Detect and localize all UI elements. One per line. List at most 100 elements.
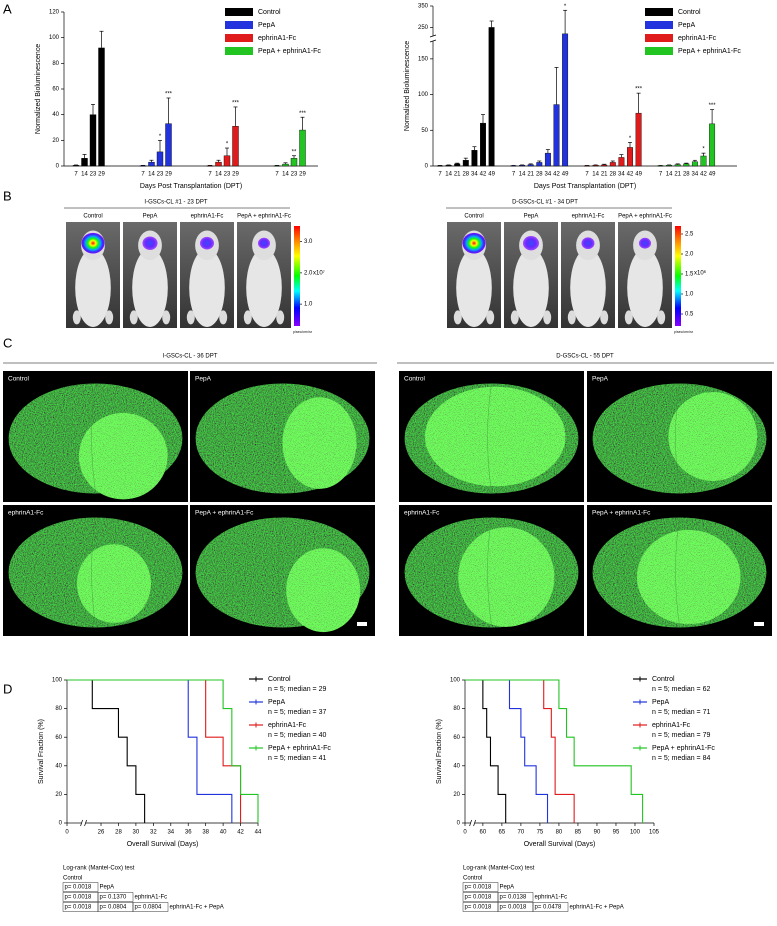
x-tick-label: 38 <box>202 830 209 836</box>
colorbar-tick-label: 2.0 <box>685 252 694 258</box>
mouse-leg <box>276 310 285 325</box>
y-tick-label: 60 <box>453 735 460 741</box>
x-tick-label: 7 <box>438 172 442 178</box>
significance: * <box>564 4 567 10</box>
legend-label: PepA + ephrinA1-Fc <box>678 48 741 55</box>
legend-label: PepA <box>678 22 695 29</box>
x-tick-label: 36 <box>185 830 192 836</box>
survival-curve <box>465 679 575 823</box>
colorbar-multiplier: x10⁷ <box>313 270 325 277</box>
bar <box>89 114 97 167</box>
legend-swatch <box>225 8 253 16</box>
bar <box>618 157 625 167</box>
y-tick-label: 20 <box>55 792 62 798</box>
mouse-leg <box>219 310 228 325</box>
legend-stats: n = 5; median = 37 <box>268 709 326 716</box>
y-tick-label: 50 <box>421 128 428 134</box>
legend-stats: n = 5; median = 40 <box>268 732 326 739</box>
table-text: p= 0.0018 <box>65 905 93 911</box>
colorbar-multiplier: x10⁶ <box>694 270 707 277</box>
table-text: ephrinA1-Fc <box>535 895 568 901</box>
x-tick-label: 70 <box>518 830 525 836</box>
x-axis-label: Days Post Transplantation (DPT) <box>140 183 242 190</box>
y-tick-label: 100 <box>450 678 461 684</box>
x-tick-label: 100 <box>630 830 641 836</box>
bar <box>282 163 289 167</box>
bar <box>510 165 517 167</box>
mouse-leg <box>105 310 114 325</box>
bar <box>72 165 80 167</box>
tumor <box>668 391 758 482</box>
legend-label: PepA <box>258 22 275 29</box>
x-tick-label: 7 <box>275 172 279 178</box>
significance: * <box>159 134 162 140</box>
bar <box>627 147 633 167</box>
mouse-leg <box>624 310 633 325</box>
legend-label: PepA + ephrinA1-Fc <box>652 745 715 752</box>
panel-label: A <box>3 1 12 16</box>
mouse-leg <box>567 310 576 325</box>
colorbar <box>294 226 300 326</box>
bar <box>553 104 560 167</box>
image-label: ephrinA1-Fc <box>572 214 605 220</box>
midline <box>487 518 492 626</box>
table-cell <box>497 892 534 902</box>
mouse-leg <box>543 310 552 325</box>
x-tick-label: 95 <box>613 830 620 836</box>
midline <box>91 384 96 492</box>
x-tick-label: 29 <box>165 172 172 178</box>
section-label: PepA + ephrinA1-Fc <box>592 510 651 517</box>
x-tick-label: 7 <box>585 172 589 178</box>
image-label: ephrinA1-Fc <box>191 214 224 220</box>
mouse-leg <box>657 310 666 325</box>
bar <box>232 126 239 167</box>
x-tick-label: 7 <box>512 172 516 178</box>
mouse-body <box>246 248 282 327</box>
y-tick-label: 100 <box>49 35 60 41</box>
legend-swatch <box>225 47 253 55</box>
y-tick-label: 100 <box>418 92 429 98</box>
y-tick-label: 40 <box>453 763 460 769</box>
mouse-leg <box>510 310 519 325</box>
colorbar <box>675 226 681 326</box>
table-text: p= 0.0804 <box>100 905 128 911</box>
legend-label: Control <box>258 9 281 16</box>
table-cell <box>97 892 134 902</box>
bar <box>674 164 681 167</box>
midline <box>675 384 680 492</box>
significance: * <box>702 147 705 153</box>
colorbar-tick-label: 2.5 <box>685 232 694 238</box>
significance: *** <box>165 92 173 98</box>
mouse-leg <box>129 310 138 325</box>
significance: * <box>629 136 632 142</box>
bar <box>165 123 172 167</box>
bar <box>657 165 664 167</box>
table-text: p= 0.0018 <box>465 895 493 901</box>
bar <box>691 161 698 167</box>
y-axis-label: Survival Fraction (%) <box>436 719 443 784</box>
y-tick-label: 40 <box>55 763 62 769</box>
x-tick-label: 26 <box>98 830 105 836</box>
legend-label: PepA + ephrinA1-Fc <box>268 745 331 752</box>
x-tick-label: 49 <box>635 172 642 178</box>
bar <box>299 129 306 167</box>
colorbar-unit: p/sec/cm²/sr <box>674 330 694 334</box>
bar <box>148 161 155 167</box>
x-tick-label: 14 <box>519 172 526 178</box>
survival-curve <box>465 679 644 823</box>
x-tick-label: 34 <box>618 172 625 178</box>
table-text: p= 0.0018 <box>500 905 528 911</box>
table-reference: Control <box>463 876 482 882</box>
legend-swatch <box>645 34 673 42</box>
y-tick-label: 20 <box>52 138 59 144</box>
bar <box>445 165 452 167</box>
legend-swatch <box>645 47 673 55</box>
x-axis-label: Days Post Transplantation (DPT) <box>534 183 636 190</box>
tumor <box>78 412 168 500</box>
bar <box>609 162 616 167</box>
x-tick-label: 49 <box>709 172 716 178</box>
y-tick-label: 150 <box>418 56 429 62</box>
x-tick-label: 14 <box>282 172 289 178</box>
table-text: p= 0.0018 <box>465 885 493 891</box>
